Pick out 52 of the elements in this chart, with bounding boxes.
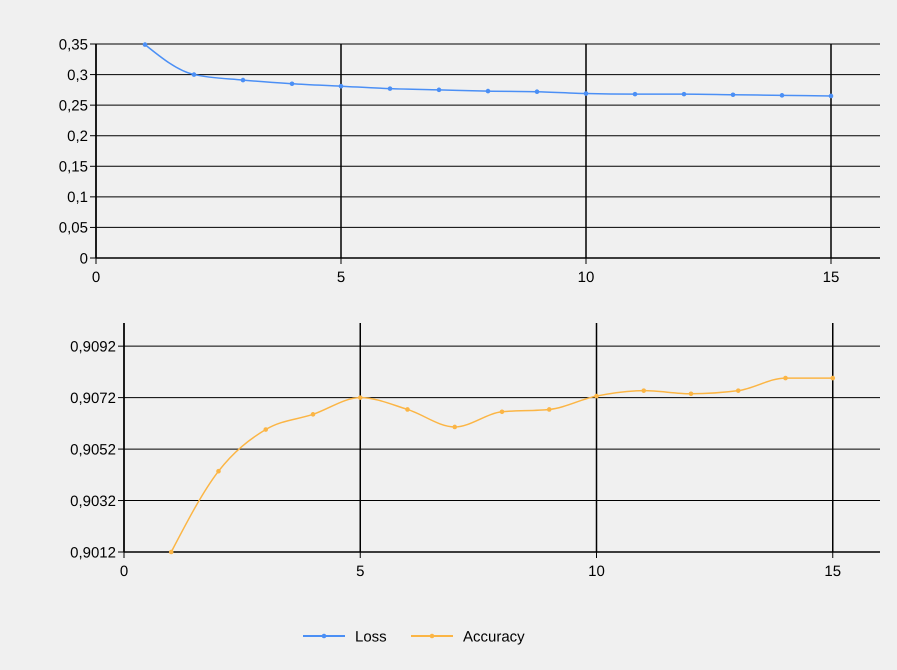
y-tick-label: 0,25 <box>58 97 88 114</box>
point <box>436 88 442 92</box>
x-tick-label: 15 <box>822 269 840 286</box>
y-tick-label: 0,9092 <box>70 338 116 356</box>
point <box>688 391 694 396</box>
point <box>142 42 148 47</box>
point <box>388 86 392 91</box>
legend-label: Accuracy <box>463 628 526 646</box>
point <box>452 424 458 430</box>
point <box>534 89 540 94</box>
y-tick-label: 0 <box>80 250 88 268</box>
y-tick-label: 0,2 <box>67 128 88 145</box>
point <box>216 468 221 474</box>
point <box>168 550 174 554</box>
point <box>358 395 363 400</box>
point <box>828 94 834 98</box>
point <box>780 93 784 98</box>
x-tick-label: 10 <box>588 563 605 580</box>
point <box>500 409 504 414</box>
point <box>263 427 268 432</box>
x-tick-label: 0 <box>120 563 128 580</box>
point <box>830 376 836 380</box>
y-tick-label: 0,15 <box>58 158 88 176</box>
legend-label: Loss <box>355 628 387 646</box>
point <box>240 78 246 82</box>
x-tick-label: 15 <box>824 563 842 580</box>
point <box>290 81 294 86</box>
point <box>192 72 196 77</box>
point <box>584 91 588 96</box>
point <box>641 388 646 393</box>
x-tick-label: 5 <box>356 563 364 580</box>
point <box>736 388 741 393</box>
y-tick-label: 0,9052 <box>70 441 116 458</box>
point <box>486 88 490 94</box>
point <box>310 412 316 417</box>
y-tick-label: 0,9012 <box>70 544 116 562</box>
x-tick-label: 5 <box>336 269 346 286</box>
point <box>682 92 686 96</box>
point <box>632 92 638 96</box>
point <box>338 84 344 88</box>
y-tick-label: 0,05 <box>58 220 88 237</box>
x-tick-label: 10 <box>578 269 594 286</box>
point <box>730 92 736 98</box>
y-tick-label: 0,35 <box>58 36 88 54</box>
y-tick-label: 0,9072 <box>70 390 116 407</box>
y-tick-label: 0,1 <box>67 189 88 206</box>
point <box>405 407 410 412</box>
point <box>594 394 599 398</box>
point <box>546 407 552 412</box>
y-tick-label: 0,9032 <box>70 492 116 510</box>
point <box>783 376 788 380</box>
y-tick-label: 0,3 <box>67 66 88 84</box>
